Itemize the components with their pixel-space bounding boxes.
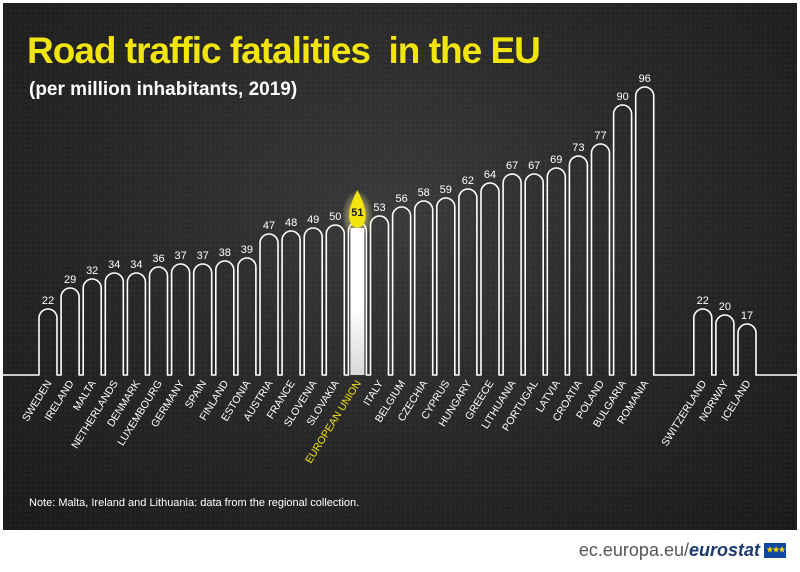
bar-slovakia bbox=[326, 225, 344, 375]
value-label-netherlands: 34 bbox=[108, 259, 120, 271]
value-label-estonia: 39 bbox=[241, 244, 253, 256]
bar-outline bbox=[3, 86, 797, 376]
chart-title: Road traffic fatalities in the EU bbox=[27, 30, 541, 71]
bar-sweden bbox=[39, 309, 57, 375]
value-label-bulgaria: 90 bbox=[616, 91, 628, 103]
value-label-austria: 47 bbox=[263, 220, 275, 232]
value-label-lithuania: 67 bbox=[506, 160, 518, 172]
bar-croatia bbox=[569, 156, 587, 375]
chart-panel: Road traffic fatalities in the EU (per m… bbox=[3, 3, 797, 530]
bar-iceland bbox=[738, 324, 756, 375]
bar-poland bbox=[592, 144, 610, 375]
bar-belgium bbox=[393, 207, 411, 375]
bar-austria bbox=[260, 234, 278, 375]
value-label-czechia: 58 bbox=[418, 187, 430, 199]
bar-european-union bbox=[350, 228, 365, 375]
flame-mark bbox=[349, 190, 366, 228]
value-label-poland: 77 bbox=[594, 130, 606, 142]
bar-malta bbox=[83, 279, 101, 375]
bar-luxembourg bbox=[150, 267, 168, 375]
value-label-ireland: 29 bbox=[64, 274, 76, 286]
value-label-croatia: 73 bbox=[572, 142, 584, 154]
bar-cyprus bbox=[437, 198, 455, 375]
value-label-cyprus: 59 bbox=[440, 184, 452, 196]
bar-chart: 22SWEDEN29IRELAND32MALTA34NETHERLANDS34D… bbox=[3, 73, 797, 466]
bar-denmark bbox=[127, 273, 145, 375]
bar-romania bbox=[636, 87, 654, 375]
value-label-latvia: 69 bbox=[550, 154, 562, 166]
bar-finland bbox=[216, 261, 234, 375]
value-label-luxembourg: 36 bbox=[152, 253, 164, 265]
value-label-finland: 38 bbox=[219, 247, 231, 259]
value-label-malta: 32 bbox=[86, 265, 98, 277]
bar-latvia bbox=[547, 168, 565, 375]
bar-netherlands bbox=[105, 273, 123, 375]
chart-subtitle: (per million inhabitants, 2019) bbox=[29, 79, 298, 100]
value-label-hungary: 62 bbox=[462, 175, 474, 187]
bar-slovenia bbox=[304, 228, 322, 375]
bar-italy bbox=[371, 216, 389, 375]
bar-czechia bbox=[415, 201, 433, 375]
eu-flag-icon: ★★★ bbox=[764, 542, 786, 558]
bar-germany bbox=[172, 264, 190, 375]
footnote: Note: Malta, Ireland and Lithuania: data… bbox=[29, 497, 360, 509]
value-label-slovenia: 49 bbox=[307, 214, 319, 226]
value-label-belgium: 56 bbox=[395, 193, 407, 205]
value-label-switzerland: 22 bbox=[697, 295, 709, 307]
value-label-germany: 37 bbox=[174, 250, 186, 262]
bar-lithuania bbox=[503, 174, 521, 375]
value-label-portugal: 67 bbox=[528, 160, 540, 172]
bar-france bbox=[282, 231, 300, 375]
value-label-slovakia: 50 bbox=[329, 211, 341, 223]
bar-bulgaria bbox=[614, 105, 632, 375]
bar-spain bbox=[194, 264, 212, 375]
bar-ireland bbox=[61, 288, 79, 375]
value-label-iceland: 17 bbox=[741, 310, 753, 322]
bar-estonia bbox=[238, 258, 256, 375]
value-label-spain: 37 bbox=[197, 250, 209, 262]
footer: ec.europa.eu/ eurostat ★★★ bbox=[579, 540, 786, 560]
bar-norway bbox=[716, 315, 734, 375]
value-label-romania: 96 bbox=[639, 73, 651, 85]
footer-brand[interactable]: eurostat bbox=[688, 539, 760, 560]
bar-greece bbox=[481, 183, 499, 375]
value-label-sweden: 22 bbox=[42, 295, 54, 307]
value-label-greece: 64 bbox=[484, 169, 496, 181]
value-label-italy: 53 bbox=[373, 202, 385, 214]
footer-domain[interactable]: ec.europa.eu/ bbox=[578, 539, 689, 560]
chart-marks: 22SWEDEN29IRELAND32MALTA34NETHERLANDS34D… bbox=[20, 73, 756, 466]
value-label-france: 48 bbox=[285, 217, 297, 229]
value-label-denmark: 34 bbox=[130, 259, 142, 271]
value-label-european-union: 51 bbox=[351, 207, 363, 219]
value-label-norway: 20 bbox=[719, 301, 731, 313]
bar-switzerland bbox=[694, 309, 712, 375]
bar-portugal bbox=[525, 174, 543, 375]
bar-hungary bbox=[459, 189, 477, 375]
